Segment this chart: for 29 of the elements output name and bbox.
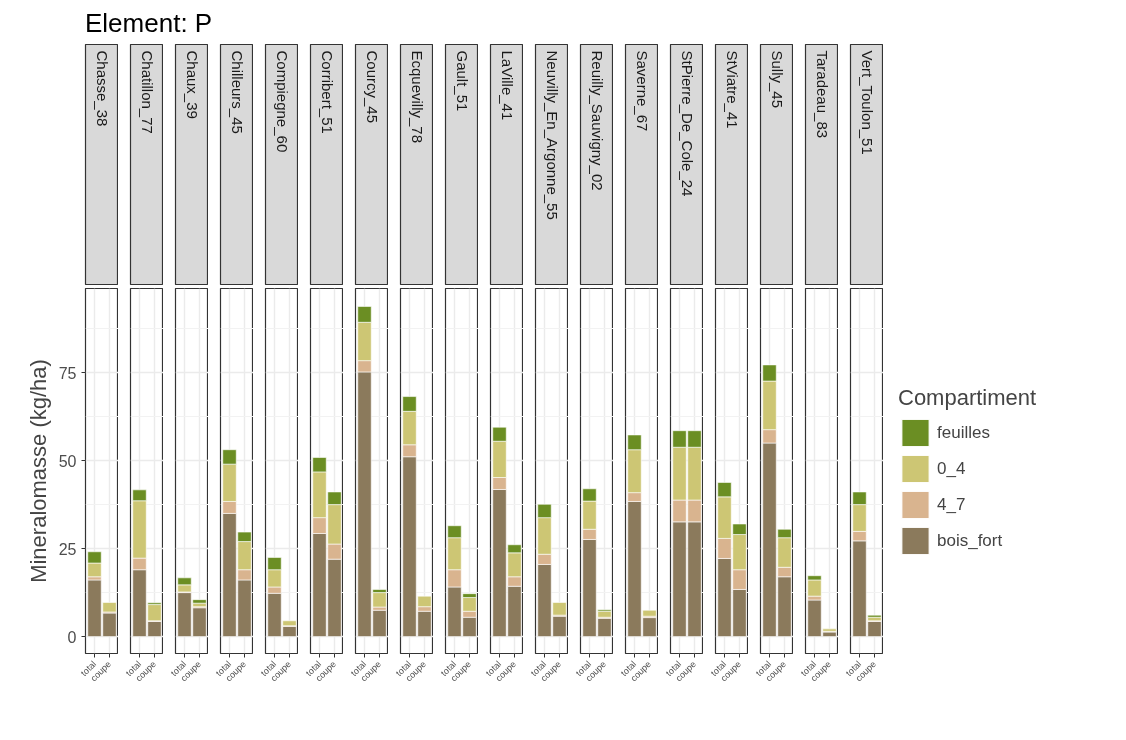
y-tick-label: 0 <box>67 628 77 646</box>
chart-subtitle: Taradeau_83 <box>813 50 831 139</box>
y-tick-label: 75 <box>58 364 77 382</box>
chart-subtitle: Saverne_67 <box>633 50 651 132</box>
chart-subtitle: LaVille_41 <box>498 50 516 121</box>
chart-subtitle: Reuilly_Sauvigny_02 <box>588 50 606 191</box>
chart-subtitle: Courcy_45 <box>363 50 381 124</box>
legend-label: 0_4 <box>937 458 966 478</box>
chart-title: Element: P <box>85 7 213 40</box>
legend-label: feuilles <box>937 422 990 442</box>
legend-title: Compartiment <box>898 384 1037 410</box>
chart-subtitle: Gault_51 <box>453 50 471 112</box>
chart-subtitle: Chaux_39 <box>183 50 201 119</box>
chart-subtitle: Chatillon_77 <box>138 50 156 134</box>
legend-label: 4_7 <box>937 494 966 514</box>
legend-label: bois_fort <box>937 530 1003 550</box>
chart-subtitle: Sully_45 <box>768 50 786 109</box>
chart-subtitle: Chasse_38 <box>93 50 111 127</box>
chart-subtitle: Corribert_51 <box>318 50 336 134</box>
chart-subtitle: Neuvilly_En_Argonne_55 <box>543 50 561 220</box>
chart-subtitle: StPierre_De_Cole_24 <box>678 50 696 197</box>
y-tick-label: 25 <box>58 540 77 558</box>
y-axis-title: Mineralomasse (kg/ha) <box>25 359 51 583</box>
chart-subtitle: Chilleurs_45 <box>228 50 246 134</box>
chart-subtitle: StViatre_41 <box>723 50 741 129</box>
y-tick-label: 50 <box>58 452 77 470</box>
chart-subtitle: Vert_Toulon_51 <box>858 50 876 155</box>
chart-subtitle: Ecquevilly_78 <box>408 50 426 144</box>
chart-subtitle: Compiegne_60 <box>273 50 291 153</box>
